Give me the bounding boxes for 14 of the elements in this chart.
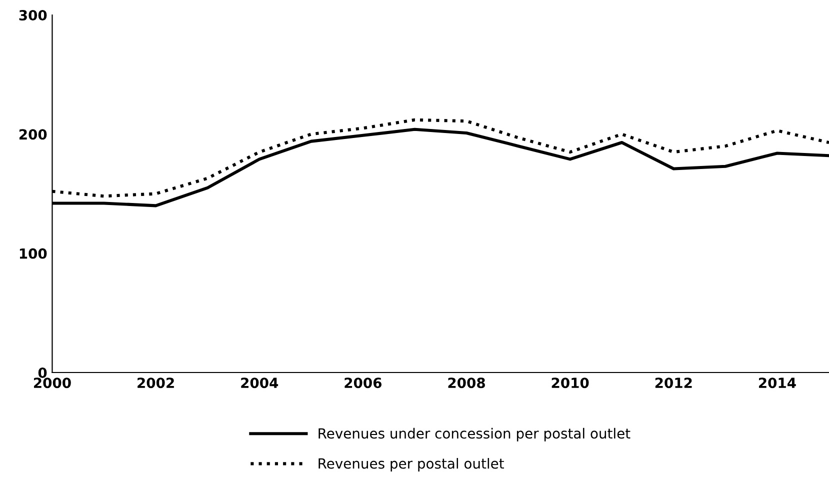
x-tick-label: 2002	[138, 378, 174, 388]
y-tick-label: 0	[38, 367, 47, 378]
legend-label: Revenues under concession per postal outlet	[318, 428, 630, 442]
y-tick-label: 100	[20, 248, 47, 259]
x-tick-label: 2014	[758, 378, 796, 388]
x-tick-label: 2012	[655, 378, 692, 388]
x-tick-label: 2004	[241, 378, 278, 388]
x-tick-label: 2006	[344, 378, 382, 388]
y-tick-label: 300	[19, 10, 47, 20]
x-tick-label: 2000	[34, 378, 71, 388]
legend-label: Revenues per postal outlet	[318, 458, 504, 472]
x-tick-label: 2010	[552, 378, 589, 388]
y-tick-label: 200	[19, 129, 47, 140]
x-tick-label: 2008	[448, 378, 485, 388]
